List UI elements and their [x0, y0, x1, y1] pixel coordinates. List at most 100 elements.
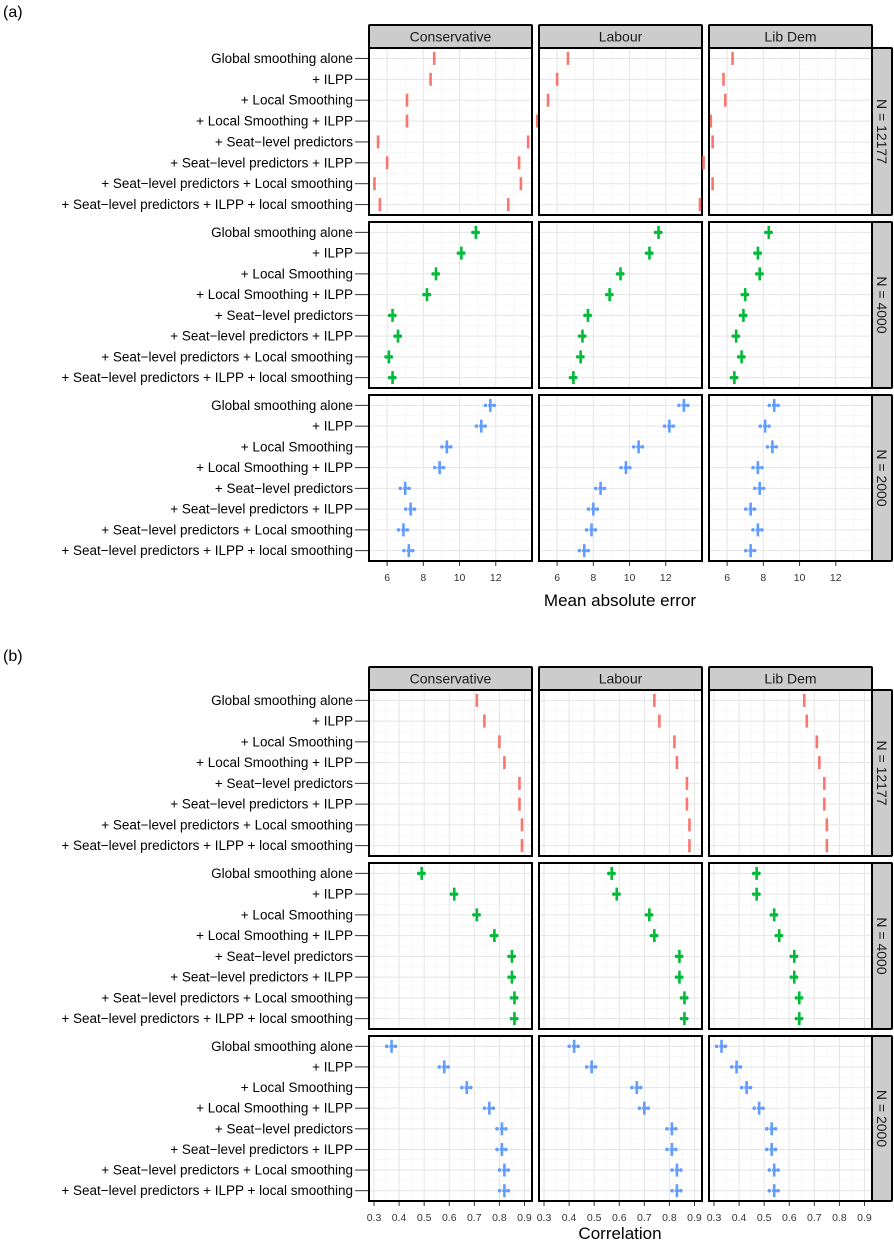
data-point-replicate: [577, 334, 582, 338]
data-point-replicate: [736, 355, 741, 359]
x-tick-label: 12: [660, 572, 672, 584]
data-point-replicate: [387, 313, 392, 318]
x-tick-label: 0.5: [417, 1212, 432, 1224]
data-point-replicate: [794, 1016, 799, 1021]
data-point-replicate: [752, 1106, 757, 1110]
panel-border: [368, 47, 533, 216]
data-point-replicate: [630, 1085, 634, 1090]
data-point-replicate: [767, 1168, 772, 1172]
panel-border: [538, 221, 703, 389]
data-point-replicate: [740, 292, 745, 297]
x-tick-label: 0.4: [392, 1212, 407, 1224]
row-label: + Seat−level predictors + ILPP + local s…: [61, 197, 353, 212]
row-label: + Seat−level predictors + ILPP + local s…: [61, 1011, 353, 1026]
x-tick-label: 6: [554, 572, 560, 584]
data-point-replicate: [650, 251, 654, 255]
row-label: + Seat−level predictors + Local smoothin…: [101, 176, 353, 191]
x-tick-label: 0.3: [367, 1212, 382, 1224]
sample-size-label: N = 12177: [874, 99, 890, 164]
row-label: + Local Smoothing + ILPP: [196, 114, 353, 129]
data-point-replicate: [476, 230, 481, 235]
x-tick-label: 0.5: [587, 1212, 602, 1224]
row-label: + Seat−level predictors + Local smoothin…: [101, 817, 353, 832]
data-point-replicate: [583, 313, 587, 318]
panel-border: [368, 1035, 533, 1202]
data-point-replicate: [637, 1106, 642, 1110]
data-point-replicate: [509, 1016, 514, 1021]
data-point-replicate: [679, 996, 684, 1000]
panel-border: [538, 689, 703, 857]
x-tick-label: 0.7: [637, 1212, 652, 1224]
panel: [708, 1035, 873, 1202]
data-point-replicate: [468, 1085, 473, 1090]
data-point-replicate: [612, 871, 616, 876]
data-point-replicate: [504, 1127, 508, 1131]
row-label: + Seat−level predictors + ILPP + local s…: [61, 543, 353, 558]
data-point-replicate: [461, 251, 466, 255]
sample-size-label: N = 4000: [874, 917, 890, 974]
data-point-replicate: [407, 486, 411, 491]
x-tick-label: 0.4: [732, 1212, 747, 1224]
data-point-replicate: [753, 486, 757, 491]
data-point-replicate: [483, 424, 488, 428]
data-point-replicate: [665, 1127, 669, 1131]
row-label: + Seat−level predictors + ILPP: [170, 329, 353, 344]
data-point-replicate: [514, 996, 519, 1000]
facet-label: Lib Dem: [764, 29, 816, 45]
x-tick-label: 8: [590, 572, 596, 584]
data-point-replicate: [497, 1188, 502, 1193]
row-label: + Local Smoothing + ILPP: [196, 287, 353, 302]
data-point-replicate: [674, 1127, 678, 1131]
data-point-replicate: [734, 375, 739, 380]
data-point-replicate: [393, 1044, 398, 1049]
data-point-replicate: [774, 445, 779, 449]
data-point-replicate: [758, 251, 763, 255]
x-tick-label: 0.8: [492, 1212, 507, 1224]
x-axis-title: Mean absolute error: [544, 591, 696, 610]
data-point-replicate: [674, 954, 679, 959]
data-point-replicate: [776, 403, 780, 408]
data-point-replicate: [752, 507, 757, 511]
data-point-replicate: [753, 251, 757, 255]
row-label: + Seat−level predictors + ILPP: [170, 1142, 353, 1157]
data-point-replicate: [714, 1044, 719, 1049]
x-tick-label: 0.6: [612, 1212, 627, 1224]
row-label: + Seat−level predictors + Local smoothin…: [101, 990, 353, 1005]
row-label: + Seat−level predictors: [215, 481, 353, 496]
data-point-replicate: [507, 954, 511, 959]
panel: [708, 221, 873, 389]
data-point-replicate: [398, 486, 403, 491]
data-point-replicate: [412, 507, 417, 511]
row-label: + ILPP: [312, 714, 353, 729]
panel: [538, 394, 703, 562]
data-point-replicate: [743, 548, 748, 553]
sample-size-label: N = 12177: [874, 741, 890, 806]
data-point-replicate: [769, 913, 774, 917]
data-point-replicate: [670, 1168, 674, 1172]
panel-border: [368, 221, 533, 389]
row-label: Global smoothing alone: [211, 398, 353, 413]
row-label: Global smoothing alone: [211, 866, 353, 881]
row-label: + Local Smoothing + ILPP: [196, 460, 353, 475]
data-point-replicate: [794, 996, 799, 1000]
data-point-replicate: [674, 1147, 678, 1152]
row-label: Global smoothing alone: [211, 693, 353, 708]
data-point-replicate: [398, 334, 403, 338]
x-tick-label: 0.9: [517, 1212, 532, 1224]
data-point-replicate: [495, 1147, 499, 1152]
row-label: + Seat−level predictors + ILPP: [170, 797, 353, 812]
data-point-replicate: [760, 272, 764, 276]
panel-border: [708, 862, 873, 1030]
data-point-replicate: [584, 1065, 589, 1069]
panel-border: [538, 1035, 703, 1202]
data-point-replicate: [432, 465, 437, 470]
data-point-replicate: [396, 528, 401, 532]
data-point-replicate: [646, 1106, 651, 1110]
data-point-replicate: [506, 1168, 511, 1172]
data-point-replicate: [774, 933, 779, 938]
data-point-replicate: [460, 1085, 464, 1090]
data-point-replicate: [743, 507, 748, 511]
facet-label: Conservative: [410, 671, 492, 687]
row-label: + Local Smoothing + ILPP: [196, 1101, 353, 1116]
panel-border: [368, 862, 533, 1030]
